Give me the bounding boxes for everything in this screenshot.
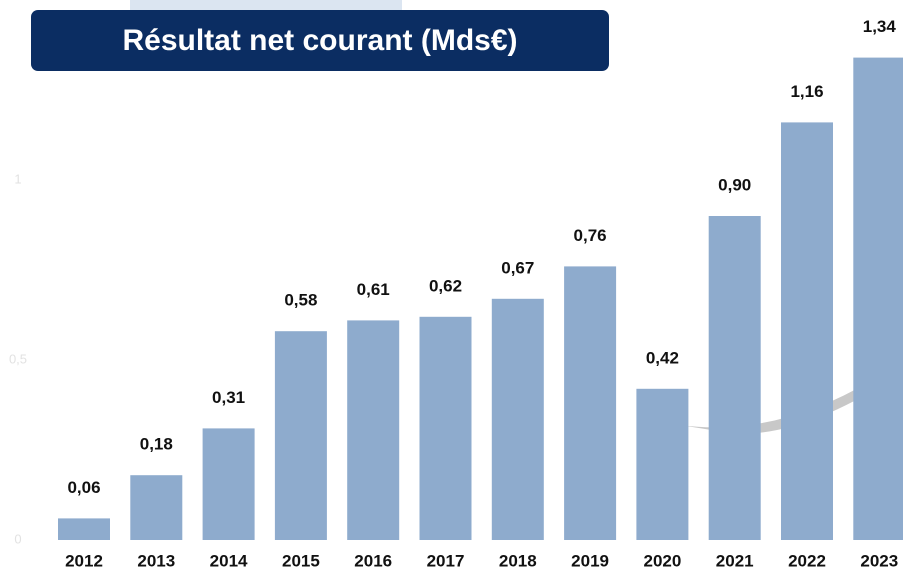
value-label: 0,76 — [574, 226, 607, 245]
x-tick-label: 2017 — [427, 551, 465, 570]
bar — [202, 428, 255, 540]
value-label: 0,31 — [212, 388, 245, 407]
value-label: 0,06 — [67, 478, 100, 497]
chart-title: Résultat net courant (Mds€) — [122, 24, 517, 57]
x-tick-label: 2020 — [643, 551, 681, 570]
value-label: 1,16 — [790, 82, 823, 101]
value-label: 0,67 — [501, 258, 534, 277]
value-label: 0,90 — [718, 175, 751, 194]
bar — [58, 518, 110, 540]
x-tick-label: 2023 — [860, 551, 898, 570]
bar — [419, 316, 472, 540]
x-tick-label: 2019 — [571, 551, 609, 570]
bar — [564, 266, 617, 540]
decor-band — [130, 0, 402, 10]
y-tick-label: 0,5 — [9, 351, 27, 366]
x-tick-label: 2012 — [65, 551, 103, 570]
x-tick-label: 2022 — [788, 551, 826, 570]
x-tick-label: 2016 — [354, 551, 392, 570]
bar — [636, 388, 689, 540]
value-label: 0,42 — [646, 348, 679, 367]
value-label: 0,18 — [140, 435, 173, 454]
bar — [781, 122, 833, 541]
bar — [708, 216, 761, 540]
value-label: 0,61 — [357, 280, 390, 299]
bar — [491, 298, 544, 540]
bar — [130, 475, 183, 540]
title-box — [31, 10, 609, 71]
x-tick-label: 2021 — [716, 551, 754, 570]
bar — [347, 320, 400, 540]
value-label: 0,62 — [429, 276, 462, 295]
x-tick-label: 2018 — [499, 551, 537, 570]
y-tick-label: 1 — [14, 171, 21, 186]
value-label: 0,58 — [284, 291, 317, 310]
x-tick-label: 2013 — [137, 551, 175, 570]
bar — [274, 331, 327, 540]
y-tick-label: 0 — [14, 531, 21, 546]
x-tick-label: 2014 — [210, 551, 248, 570]
x-tick-label: 2015 — [282, 551, 320, 570]
bar — [853, 57, 903, 540]
value-label: 1,34 — [863, 17, 897, 36]
